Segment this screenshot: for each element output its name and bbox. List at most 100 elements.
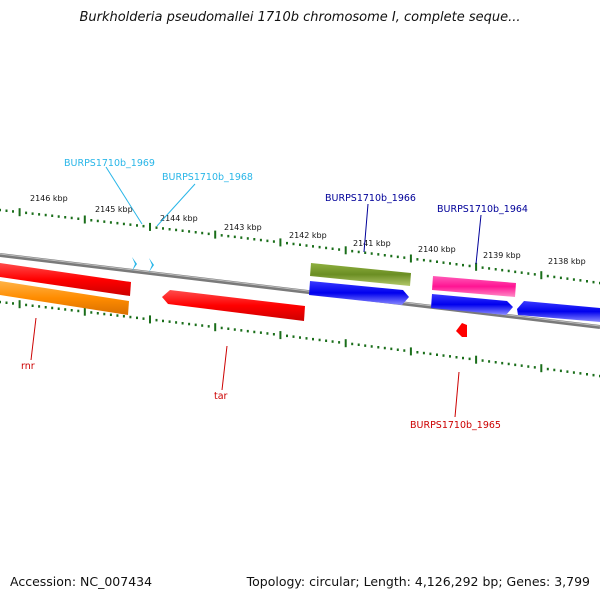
feature-BURPS1710b_1964-blue[interactable]: [431, 294, 513, 315]
feature-BURPS1710b_1968[interactable]: [149, 258, 154, 272]
minor-tick: [325, 339, 328, 342]
minor-tick: [377, 253, 380, 256]
inner-scale-ticks: [0, 300, 600, 378]
minor-tick: [188, 322, 191, 326]
major-tick: [540, 271, 543, 280]
minor-tick: [364, 251, 367, 254]
minor-tick: [520, 364, 523, 367]
minor-tick: [25, 211, 28, 215]
minor-tick: [527, 272, 530, 275]
minor-tick: [455, 263, 458, 266]
major-tick: [214, 230, 217, 239]
minor-tick: [351, 342, 354, 346]
feature-rnr[interactable]: [0, 263, 131, 296]
minor-tick: [494, 361, 497, 364]
minor-tick: [201, 324, 204, 327]
minor-tick: [553, 275, 556, 279]
feature-right-blue[interactable]: [517, 301, 600, 322]
minor-tick: [253, 238, 256, 241]
label-BURPS1710b_1968[interactable]: BURPS1710b_1968: [162, 172, 253, 183]
label-rnr[interactable]: rnr: [21, 361, 35, 372]
minor-tick: [122, 315, 125, 318]
minor-tick: [416, 258, 419, 261]
minor-tick: [57, 307, 60, 310]
minor-tick: [259, 331, 262, 334]
minor-tick: [38, 213, 41, 216]
minor-tick: [188, 230, 191, 233]
minor-tick: [494, 268, 497, 271]
minor-tick: [77, 309, 80, 313]
minor-tick: [38, 305, 41, 308]
genome-backbone-highlight: [0, 253, 600, 327]
minor-tick: [286, 241, 288, 245]
minor-tick: [383, 346, 386, 350]
minor-tick: [351, 249, 354, 253]
major-tick: [149, 315, 151, 324]
minor-tick: [292, 242, 295, 246]
minor-tick: [481, 266, 484, 269]
minor-tick: [116, 221, 119, 225]
minor-tick: [90, 311, 93, 314]
minor-tick: [572, 371, 575, 374]
minor-tick: [390, 254, 393, 258]
minor-tick: [559, 276, 562, 280]
minor-tick: [194, 231, 197, 234]
minor-tick: [312, 337, 314, 341]
feature-rnr-orange[interactable]: [0, 281, 129, 315]
minor-tick: [331, 340, 334, 343]
feature-tar[interactable]: [162, 290, 305, 321]
major-tick: [409, 347, 412, 356]
minor-tick: [64, 216, 67, 219]
minor-tick: [312, 245, 314, 248]
minor-tick: [44, 306, 47, 309]
major-tick: [83, 307, 86, 316]
feature-BURPS1710b_1964[interactable]: [432, 276, 516, 297]
minor-tick: [403, 256, 406, 259]
label-BURPS1710b_1964[interactable]: BURPS1710b_1964: [437, 204, 528, 215]
minor-tick: [168, 320, 171, 323]
feature-BURPS1710b_1965[interactable]: [456, 323, 467, 337]
label-BURPS1710b_1965[interactable]: BURPS1710b_1965: [410, 420, 501, 431]
minor-tick: [520, 271, 523, 274]
label-BURPS1710b_1969[interactable]: BURPS1710b_1969: [64, 158, 155, 169]
minor-tick: [25, 303, 28, 307]
minor-tick: [201, 231, 204, 235]
minor-tick: [240, 329, 243, 332]
minor-tick: [142, 317, 145, 320]
minor-tick: [44, 213, 47, 217]
minor-tick: [233, 328, 236, 331]
minor-tick: [572, 278, 575, 281]
minor-tick: [0, 208, 1, 212]
minor-tick: [501, 268, 504, 272]
minor-tick: [233, 235, 236, 239]
minor-tick: [103, 312, 106, 316]
label-tar[interactable]: tar: [214, 391, 228, 402]
minor-tick: [109, 221, 112, 224]
minor-tick: [77, 217, 80, 220]
feature-BURPS1710b_1966[interactable]: [310, 263, 411, 286]
scale-label: 2141 kbp: [353, 239, 391, 248]
leader-line-rnr: [30, 317, 37, 361]
minor-tick: [246, 329, 249, 333]
scale-label: 2138 kbp: [548, 257, 586, 266]
minor-tick: [455, 356, 458, 359]
minor-tick: [181, 322, 184, 325]
minor-tick: [31, 212, 34, 215]
minor-tick: [364, 344, 367, 347]
minor-tick: [109, 313, 112, 316]
minor-tick: [155, 226, 158, 229]
label-BURPS1710b_1966[interactable]: BURPS1710b_1966: [325, 193, 416, 204]
feature-BURPS1710b_1969[interactable]: [132, 257, 137, 271]
minor-tick: [5, 301, 8, 304]
minor-tick: [136, 316, 138, 320]
minor-tick: [64, 308, 67, 311]
minor-tick: [96, 312, 99, 315]
major-tick: [149, 222, 151, 231]
minor-tick: [168, 228, 171, 231]
minor-tick: [305, 244, 308, 247]
minor-tick: [103, 220, 106, 223]
feature-BURPS1710b_1966-blue[interactable]: [309, 281, 409, 305]
map-title: Burkholderia pseudomallei 1710b chromoso…: [79, 10, 521, 25]
leader-line-1969: [105, 166, 143, 225]
minor-tick: [579, 372, 582, 375]
